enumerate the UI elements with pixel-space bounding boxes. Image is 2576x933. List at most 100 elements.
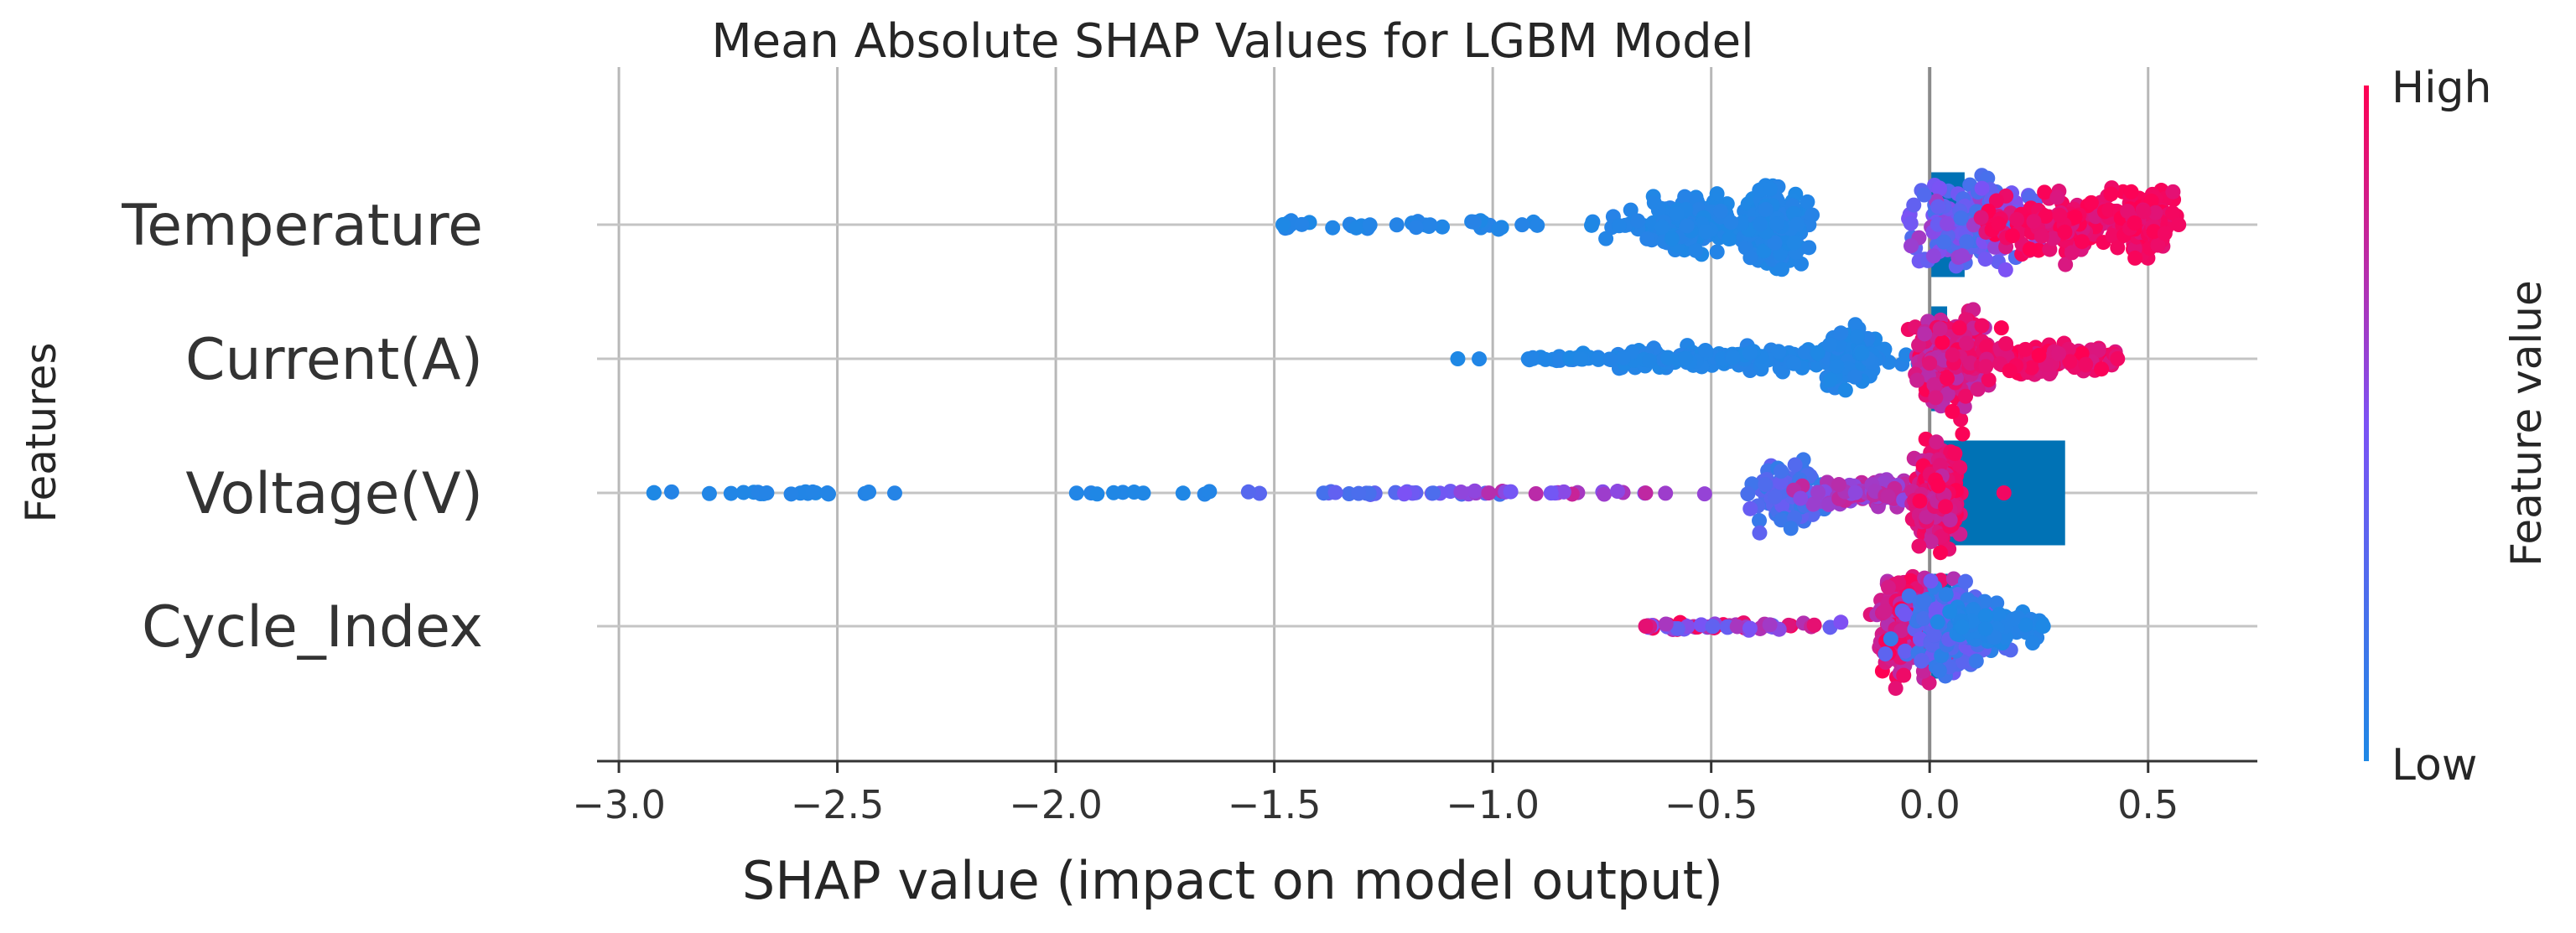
shap-point <box>1955 654 1971 670</box>
shap-point <box>2038 208 2054 224</box>
shap-point <box>1658 485 1674 501</box>
shap-point <box>1729 619 1745 635</box>
shap-point <box>1974 180 1990 196</box>
x-tick-label: −3.0 <box>572 782 666 827</box>
shap-point <box>1654 220 1670 236</box>
shap-point <box>1361 485 1377 501</box>
shap-point <box>1693 617 1709 633</box>
shap-point <box>1977 251 1993 267</box>
shap-point <box>1742 620 1758 636</box>
shap-point <box>1952 459 1968 475</box>
beeswarm-points <box>646 168 2187 697</box>
shap-point <box>1954 248 1970 264</box>
shap-point <box>1638 485 1654 501</box>
shap-point <box>1847 485 1863 500</box>
shap-point <box>1422 217 1438 233</box>
shap-point <box>2057 224 2073 240</box>
shap-point <box>1942 604 1958 619</box>
shap-point <box>1974 318 1990 334</box>
shap-point <box>1753 216 1768 232</box>
shap-point <box>2002 363 2018 379</box>
shap-point <box>1805 207 1820 223</box>
shap-point <box>2052 207 2068 223</box>
shap-point <box>2051 345 2067 361</box>
shap-point <box>1936 234 1952 250</box>
shap-point <box>1973 210 1989 225</box>
shap-point <box>1472 351 1488 367</box>
shap-point <box>1591 351 1607 367</box>
shap-point <box>1089 486 1105 502</box>
colorbar-low-label: Low <box>2392 740 2477 790</box>
shap-point <box>1997 262 2013 277</box>
shap-point <box>1466 214 1482 230</box>
shap-point <box>1316 485 1332 501</box>
shap-point <box>1945 347 1961 363</box>
shap-point <box>1880 579 1896 595</box>
shap-point <box>1912 493 1928 509</box>
shap-point <box>1922 355 1938 371</box>
shap-point <box>1926 627 1942 643</box>
shap-point <box>1849 329 1865 345</box>
shap-point <box>1897 643 1913 659</box>
shap-point <box>1806 617 1822 633</box>
shap-point <box>1521 352 1537 368</box>
shap-point <box>1978 608 1994 624</box>
shap-point <box>1793 490 1809 506</box>
shap-point <box>1981 372 1997 388</box>
shap-point <box>2005 611 2021 627</box>
shap-point <box>1970 381 1986 397</box>
shap-point <box>1903 215 1919 231</box>
shap-point <box>1175 485 1191 501</box>
shap-point <box>1958 388 1974 404</box>
shap-point <box>759 485 775 501</box>
shap-point <box>1938 499 1954 515</box>
shap-point <box>1450 351 1466 366</box>
shap-point <box>1829 359 1845 375</box>
shap-point <box>2062 354 2078 370</box>
shap-point <box>1903 238 1919 254</box>
shap-point <box>1935 334 1950 350</box>
x-axis: −3.0 −2.5 −2.0 −1.5 −1.0 −0.5 0.0 0.5 <box>572 759 2257 827</box>
shap-point <box>2022 189 2038 205</box>
shap-point <box>1705 619 1721 635</box>
shap-point <box>1931 180 1947 196</box>
shap-point <box>1722 231 1737 247</box>
feature-label: Voltage(V) <box>185 461 483 527</box>
shap-point <box>2090 342 2106 358</box>
shap-point <box>1877 646 1893 662</box>
shap-point <box>2110 351 2126 366</box>
shap-point <box>1991 216 2007 232</box>
shap-point <box>1957 573 1973 589</box>
shap-point <box>1888 681 1903 697</box>
x-tick-label: −2.0 <box>1009 782 1103 827</box>
shap-point <box>1528 485 1544 501</box>
shap-point <box>2120 203 2136 219</box>
shap-point <box>1642 353 1658 369</box>
shap-point <box>1783 521 1799 536</box>
shap-point <box>1583 217 1599 233</box>
shap-point <box>1801 240 1817 256</box>
shap-point <box>1725 350 1741 365</box>
x-tick-label: −0.5 <box>1665 782 1758 827</box>
shap-point <box>2165 184 2181 200</box>
shap-point <box>1833 614 1849 630</box>
shap-point <box>2127 215 2142 231</box>
shap-point <box>1987 239 2003 255</box>
shap-point <box>1833 325 1849 341</box>
shap-point <box>1977 620 1993 636</box>
shap-point <box>1762 617 1778 633</box>
shap-point <box>2025 635 2041 651</box>
shap-point <box>1435 219 1451 235</box>
shap-point <box>1911 337 1927 353</box>
shap-point <box>1959 335 1975 351</box>
shap-point <box>1968 653 1984 669</box>
shap-point <box>1712 203 1728 219</box>
shap-point <box>1467 483 1483 499</box>
shap-point <box>1348 220 1364 236</box>
x-tick-label: 0.5 <box>2117 782 2179 827</box>
shap-point <box>1932 321 1948 337</box>
chart-title: Mean Absolute SHAP Values for LGBM Model <box>711 14 1753 69</box>
shap-point <box>1810 485 1826 500</box>
shap-point <box>1911 538 1927 554</box>
